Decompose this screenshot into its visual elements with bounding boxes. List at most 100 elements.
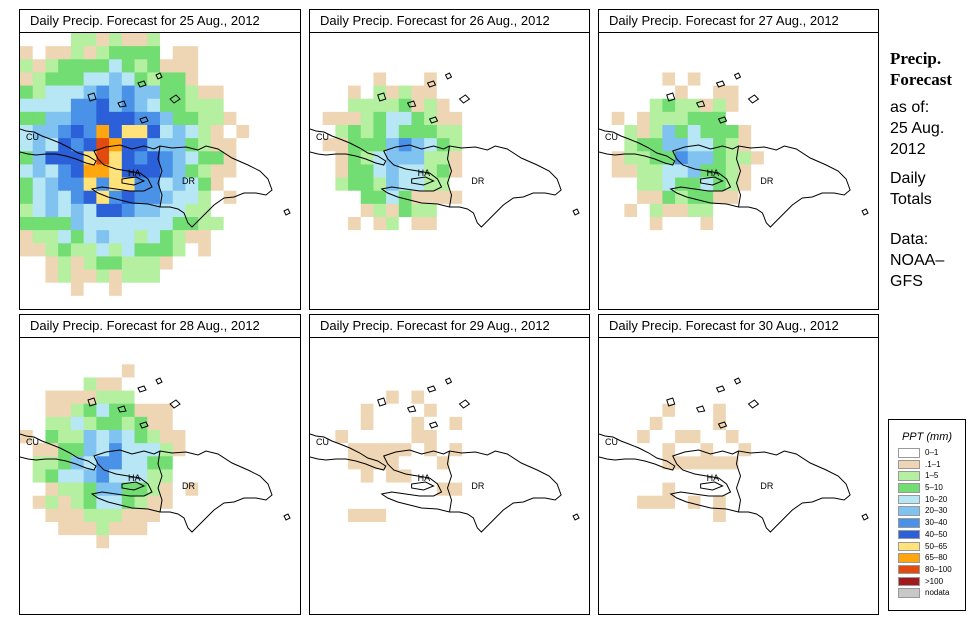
precip-cell (310, 377, 324, 391)
precip-map-aug-30[interactable]: CU HA DR (599, 338, 878, 614)
precip-cell (637, 364, 651, 378)
precip-cell (675, 430, 689, 444)
precip-cell (599, 403, 613, 418)
panel-title: Daily Precip. Forecast for 26 Aug., 2012 (310, 10, 589, 33)
islet-coastline (139, 116, 149, 124)
precip-cell (236, 482, 250, 497)
precip-cell (373, 600, 387, 614)
islet-coastline (715, 385, 726, 393)
precip-cell (611, 390, 625, 405)
precip-cell (134, 33, 148, 47)
precip-cell (776, 508, 790, 523)
precip-cell (611, 203, 625, 218)
precip-cell (424, 164, 438, 178)
precip-cell (335, 587, 349, 602)
precip-cell (322, 203, 336, 218)
precip-cell (525, 561, 539, 575)
precip-cell (348, 295, 362, 309)
panel-title: Daily Precip. Forecast for 27 Aug., 2012 (599, 10, 878, 33)
precip-cell (637, 85, 651, 100)
precip-cell (424, 469, 438, 483)
precip-cell (335, 469, 349, 483)
precip-map-aug-28[interactable]: CU HA DR (20, 338, 300, 614)
precip-cell (236, 177, 250, 192)
precip-cell (852, 495, 866, 510)
precip-cell (576, 456, 589, 470)
precip-cell (83, 548, 97, 562)
precip-cell (109, 495, 123, 510)
precip-cell (538, 548, 552, 562)
precip-cell (563, 456, 577, 470)
precip-cell (274, 269, 288, 284)
precip-cell (322, 85, 336, 100)
precip-cell (223, 508, 237, 523)
precip-cell (424, 203, 438, 218)
precip-cell (160, 574, 174, 589)
precip-cell (550, 600, 565, 614)
precip-cell (738, 190, 752, 205)
precip-cell (500, 230, 514, 244)
precip-cell (411, 443, 425, 457)
precip-cell (538, 416, 552, 431)
precip-cell (827, 587, 841, 602)
precip-cell (109, 46, 123, 60)
precip-cell (20, 85, 34, 100)
precip-cell (335, 59, 349, 73)
label-dominican-republic: DR (760, 481, 773, 491)
precip-cell (462, 243, 476, 257)
precip-cell (611, 600, 625, 614)
precip-cell (210, 243, 225, 257)
precip-cell (550, 574, 565, 589)
precip-map-aug-25[interactable]: CU HA DR (20, 33, 300, 309)
precip-map-aug-26[interactable]: CU HA DR (310, 33, 589, 309)
precip-cell (398, 243, 412, 257)
precip-cell (662, 416, 676, 431)
precip-cell (261, 351, 275, 365)
precip-cell (32, 587, 46, 602)
precip-cell (147, 574, 161, 589)
precip-cell (83, 522, 97, 536)
precip-cell (852, 390, 866, 405)
precip-cell (449, 46, 463, 60)
precip-cell (45, 230, 59, 244)
precip-cell (310, 33, 324, 47)
precip-cell (763, 295, 777, 309)
precip-cell (801, 98, 815, 113)
precip-cell (398, 282, 412, 297)
precip-cell (147, 269, 161, 284)
precip-map-aug-27[interactable]: CU HA DR (599, 33, 878, 309)
precip-cell (121, 151, 135, 165)
legend-rows: 0–1.1–1 1–5 5–10 10–20 20–30 30–40 40–50 50–65 6… (889, 447, 965, 599)
precip-cell (287, 243, 300, 257)
precip-cell (398, 548, 412, 562)
precip-map-aug-29[interactable]: CU HA DR (310, 338, 589, 614)
precip-cell (525, 256, 539, 270)
precip-cell (751, 203, 765, 218)
precip-cell (134, 443, 148, 457)
precip-cell (789, 98, 803, 113)
precip-cell (160, 243, 174, 257)
precip-cell (462, 98, 476, 113)
precip-cell (500, 377, 514, 391)
precip-cell (32, 33, 46, 47)
precip-cell (563, 256, 577, 270)
precip-cell (172, 430, 186, 444)
precip-cell (96, 351, 110, 365)
precip-cell (287, 469, 300, 483)
precip-cell (462, 508, 476, 523)
precip-cell (335, 561, 349, 575)
precip-cell (763, 59, 777, 73)
precip-cell (121, 111, 135, 126)
precip-cell (827, 243, 841, 257)
precip-cell (198, 522, 212, 536)
precip-cell (310, 574, 324, 589)
precip-cell (814, 256, 828, 270)
precip-cell (827, 456, 841, 470)
precip-cell (32, 138, 46, 152)
precip-cell (436, 125, 450, 139)
precip-cell (550, 269, 565, 284)
precip-cell (261, 390, 275, 405)
precip-cell (550, 230, 565, 244)
precip-cell (599, 164, 613, 178)
precip-cell (675, 203, 689, 218)
